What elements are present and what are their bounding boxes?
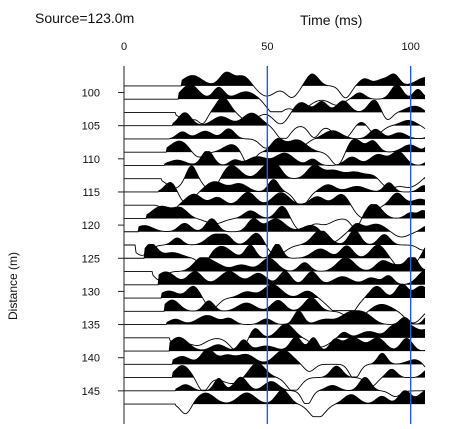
trace-fill — [124, 138, 425, 153]
trace-fill — [124, 310, 425, 325]
trace-fill — [124, 270, 425, 285]
trace-line — [124, 257, 426, 281]
trace-line — [124, 389, 426, 418]
x-tick-label: 50 — [261, 41, 273, 53]
axes-layer: 0 50 100 100 105 110 115 120 125 130 135 140 145 — [82, 41, 420, 424]
trace-line — [124, 283, 426, 312]
y-tick-label: 110 — [82, 154, 100, 166]
x-axis-title: Time (ms) — [300, 12, 363, 28]
trace-line — [124, 151, 426, 166]
trace-fill — [124, 192, 425, 206]
y-tick-label: 100 — [82, 88, 100, 100]
trace-fill — [124, 151, 425, 166]
trace-fill — [124, 72, 425, 86]
trace-fill — [124, 204, 425, 219]
y-tick-label: 105 — [82, 121, 100, 133]
y-tick-label: 135 — [82, 320, 100, 332]
trace-line — [124, 310, 426, 326]
trace-fill — [124, 257, 425, 272]
trace-fill — [124, 179, 425, 192]
source-label: Source=123.0m — [35, 10, 135, 26]
trace-line — [124, 350, 426, 378]
trace-line — [124, 204, 426, 232]
trace-line — [124, 376, 426, 404]
y-tick-label: 115 — [82, 187, 100, 199]
y-tick-label: 140 — [82, 353, 100, 365]
trace-line — [124, 243, 426, 272]
y-tick-label: 145 — [82, 386, 100, 398]
trace-fill — [124, 85, 425, 100]
trace-fill — [124, 112, 425, 126]
trace-line — [124, 138, 426, 166]
trace-fill — [124, 297, 425, 312]
trace-line — [124, 363, 426, 391]
trace-fill — [124, 98, 425, 113]
trace-fill — [124, 128, 425, 139]
trace-fill — [124, 350, 425, 365]
y-tick-label: 125 — [82, 253, 100, 265]
trace-line — [124, 218, 426, 243]
trace-fill — [124, 390, 425, 405]
trace-line — [124, 84, 426, 113]
marker-lines-layer — [266, 66, 412, 424]
trace-line — [124, 297, 426, 324]
x-tick-label: 100 — [401, 41, 419, 53]
trace-line — [124, 98, 426, 125]
trace-fill — [124, 284, 425, 299]
trace-fill — [124, 218, 425, 232]
trace-line — [124, 179, 426, 206]
trace-line — [124, 71, 426, 99]
trace-fill — [124, 324, 425, 338]
trace-line — [124, 336, 426, 352]
trace-fill — [124, 377, 425, 391]
y-tick-label: 120 — [82, 220, 100, 232]
trace-fill — [124, 337, 425, 352]
trace-fill — [124, 164, 425, 179]
trace-line — [124, 270, 426, 286]
y-tick-label: 130 — [82, 286, 100, 298]
trace-fill — [124, 363, 425, 378]
traces-layer — [124, 71, 426, 418]
x-tick-label: 0 — [121, 41, 127, 53]
